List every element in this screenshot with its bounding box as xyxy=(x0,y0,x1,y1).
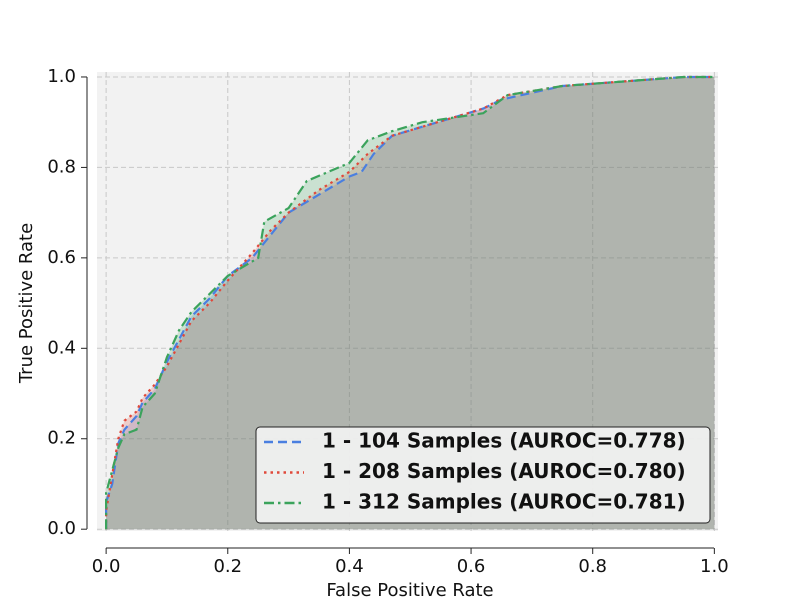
y-tick-label: 0.4 xyxy=(47,337,76,358)
y-tick-label: 0.0 xyxy=(47,518,76,539)
x-tick-label: 0.6 xyxy=(457,556,486,577)
roc-line xyxy=(105,75,715,530)
area-fill xyxy=(106,77,715,530)
x-tick-label: 0.4 xyxy=(335,556,364,577)
grid xyxy=(97,72,718,531)
legend-label: 1 - 208 Samples (AUROC=0.780) xyxy=(322,459,686,483)
lines xyxy=(105,75,715,530)
areas xyxy=(106,77,715,530)
y-axis-label: True Positive Rate xyxy=(16,223,37,384)
y-tick-label: 0.6 xyxy=(47,247,76,268)
roc-line xyxy=(105,75,715,530)
y-tick-label: 0.8 xyxy=(47,156,76,177)
area-fill xyxy=(106,77,715,530)
area-fill xyxy=(106,77,715,530)
legend: 1 - 104 Samples (AUROC=0.778) 1 - 208 Sam… xyxy=(255,426,711,524)
legend-label: 1 - 312 Samples (AUROC=0.781) xyxy=(322,490,686,514)
legend-box xyxy=(255,426,711,524)
x-tick-label: 0.8 xyxy=(578,556,607,577)
y-tick-label: 1.0 xyxy=(47,66,76,87)
x-tick-label: 1.0 xyxy=(700,556,729,577)
x-tick-label: 0.2 xyxy=(213,556,242,577)
x-tick-label: 0.0 xyxy=(92,556,121,577)
ticks: 0.0 0.2 0.4 0.6 0.8 1.0 0.0 0.2 0.4 0.6 0.8 1.0 xyxy=(47,66,728,577)
roc-line xyxy=(105,75,715,530)
y-tick-label: 0.2 xyxy=(47,428,76,449)
legend-label: 1 - 104 Samples (AUROC=0.778) xyxy=(322,429,686,453)
x-axis-label: False Positive Rate xyxy=(326,580,493,600)
